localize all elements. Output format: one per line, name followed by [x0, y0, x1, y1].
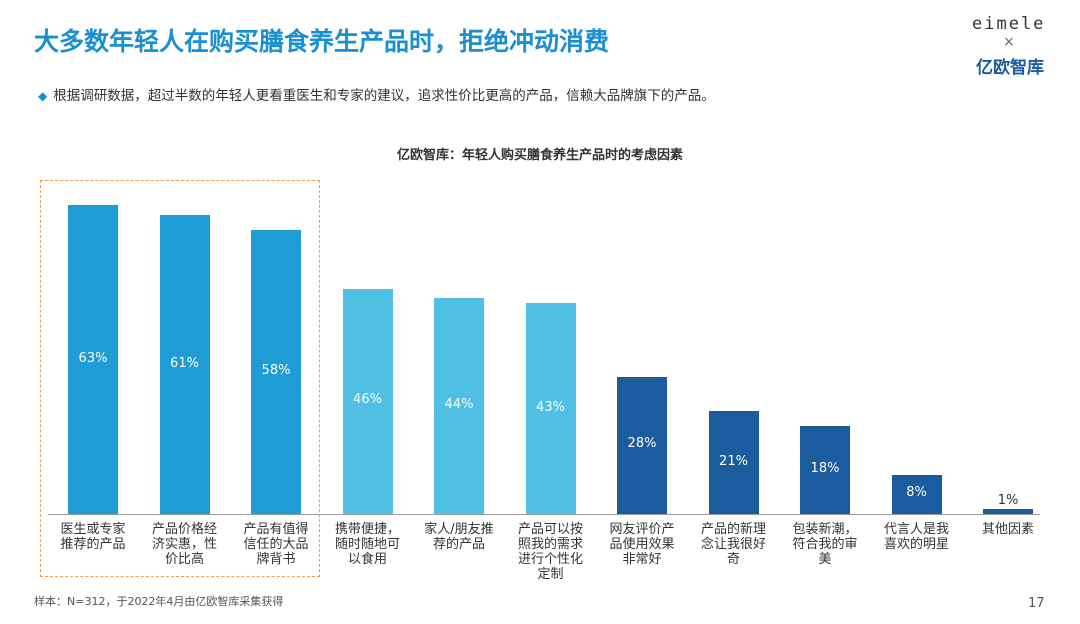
x-tick-label: 家人/朋友推荐的产品: [424, 522, 494, 552]
bar: [251, 229, 301, 514]
x-tick-label: 医生或专家推荐的产品: [60, 522, 126, 552]
bar: [159, 215, 210, 514]
x-tick-label: 产品价格经济实惠，性价比高: [151, 522, 217, 567]
x-tick-label: 其他因素: [981, 522, 1034, 537]
brand-logo: eimele: [972, 14, 1046, 34]
subtitle: 根据调研数据，超过半数的年轻人更看重医生和专家的建议，追求性价比更高的产品，信赖…: [38, 84, 715, 104]
x-tick-label: 包装新潮，符合我的审美: [792, 522, 858, 567]
bar: [800, 425, 850, 514]
chart-title: 亿欧智库：年轻人购买膳食养生产品时的考虑因素: [396, 148, 683, 163]
partner-logo: 亿欧智库: [976, 58, 1044, 78]
bar: [342, 288, 393, 514]
highlight-box: [40, 180, 320, 577]
bar: [68, 205, 118, 514]
value-label: 63%: [78, 350, 108, 366]
x-tick-label: 产品可以按照我的需求进行个性化定制: [517, 522, 583, 582]
x-tick-label: 产品有值得信任的大品牌背书: [243, 522, 309, 567]
x-tick-label: 携带便捷，随时随地可以食用: [334, 522, 400, 567]
x-tick-label: 网友评价产品使用效果非常好: [609, 522, 675, 567]
x-tick-label: 产品的新理念让我很好奇: [700, 522, 766, 567]
bar: [434, 298, 484, 514]
value-label: 18%: [810, 460, 840, 476]
value-label: 1%: [993, 493, 1023, 509]
bar: [891, 474, 942, 514]
bar: [708, 411, 759, 514]
x-tick-label: 代言人是我喜欢的明星: [883, 522, 949, 552]
value-label: 28%: [627, 436, 657, 452]
value-label: 43%: [536, 399, 565, 415]
value-label: 8%: [906, 485, 927, 501]
bar: [983, 509, 1033, 514]
bar: [617, 376, 667, 514]
slide-title: 大多数年轻人在购买膳食养生产品时，拒绝冲动消费: [34, 27, 610, 56]
page-number: 17: [1028, 596, 1045, 611]
value-label: 21%: [719, 453, 748, 469]
value-label: 58%: [261, 362, 291, 378]
footnote: 样本：N=312，于2022年4月由亿欧智库采集获得: [34, 595, 284, 608]
value-label: 44%: [444, 397, 474, 413]
value-label: 46%: [353, 392, 382, 408]
bar: [525, 303, 576, 514]
x-axis: [48, 514, 1040, 515]
value-label: 61%: [170, 355, 199, 371]
logo-separator: ×: [1003, 34, 1015, 50]
